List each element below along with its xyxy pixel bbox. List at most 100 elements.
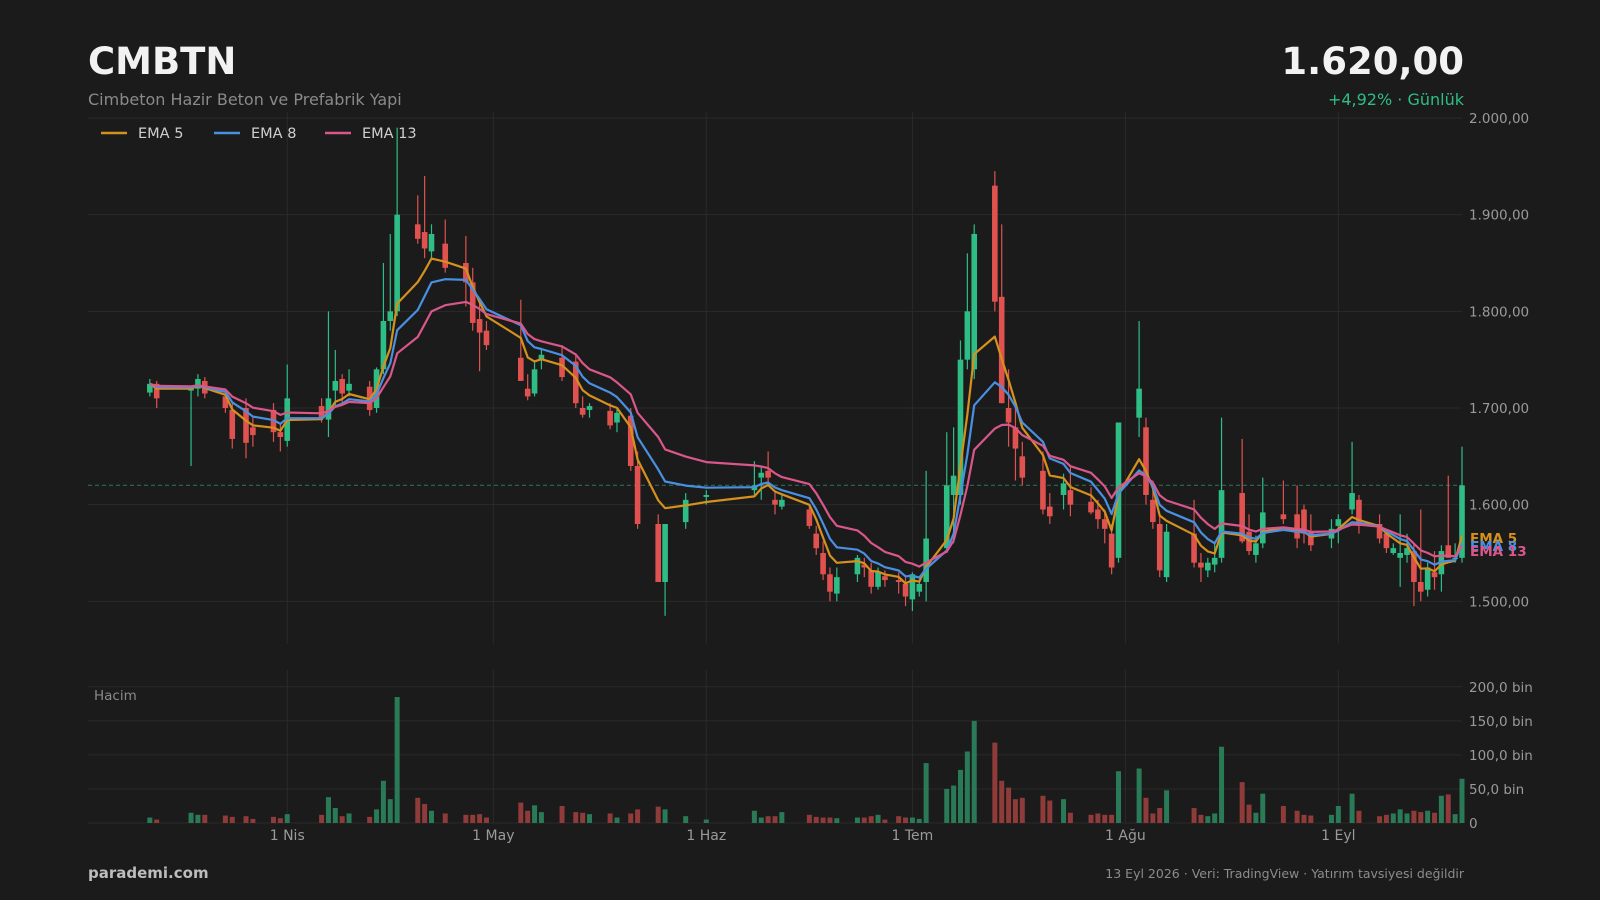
- volume-bar: [518, 802, 524, 823]
- ema-8-line: [149, 278, 1464, 579]
- candle-body: [662, 524, 668, 582]
- volume-bar: [628, 813, 634, 823]
- volume-bar: [422, 803, 428, 823]
- candle-body: [572, 361, 579, 404]
- candle-body: [1163, 531, 1170, 578]
- ema-8-end-label: EMA 8: [1470, 539, 1517, 555]
- volume-bar: [999, 780, 1005, 823]
- candle-body: [346, 383, 352, 391]
- candle-body: [531, 369, 538, 394]
- volume-bar: [325, 797, 331, 823]
- volume-bar: [277, 818, 283, 823]
- legend-item-ema-8: EMA 8: [214, 126, 296, 142]
- volume-bar: [1136, 768, 1142, 823]
- volume-bar: [1150, 813, 1156, 823]
- candle-body: [518, 357, 524, 381]
- last-price: 1.620,00: [1281, 40, 1464, 83]
- volume-bar: [772, 816, 778, 823]
- volume-bar: [1006, 787, 1012, 823]
- volume-bar: [1418, 812, 1424, 823]
- volume-bar: [1335, 805, 1341, 823]
- volume-bar: [964, 751, 970, 823]
- volume-bar: [1404, 813, 1410, 823]
- volume-bar: [854, 817, 860, 823]
- volume-bar: [703, 819, 709, 823]
- candle-body: [682, 499, 689, 523]
- candle-body: [1012, 427, 1019, 449]
- volume-bar: [1109, 814, 1115, 823]
- volume-bar: [896, 816, 902, 823]
- volume-bar: [1164, 790, 1170, 823]
- volume-bar: [1438, 795, 1444, 823]
- candle-body: [387, 311, 394, 321]
- volume-bar: [154, 819, 160, 823]
- candle-body: [923, 538, 929, 582]
- volume-bar: [992, 742, 998, 823]
- candle-body: [614, 412, 620, 423]
- candle-body: [153, 383, 160, 399]
- legend-item-ema-5: EMA 5: [101, 126, 183, 142]
- volume-bar: [1459, 778, 1465, 823]
- volume-bar: [387, 799, 393, 823]
- candle-body: [222, 396, 229, 408]
- candle-body: [483, 330, 490, 346]
- volume-bar: [635, 809, 641, 823]
- volume-bar: [1116, 771, 1121, 823]
- candle-body: [779, 499, 785, 507]
- candle-body: [950, 475, 957, 495]
- volume-bar: [827, 817, 833, 823]
- candle-body: [1335, 519, 1342, 526]
- candle-body: [559, 357, 565, 378]
- volume-bar: [957, 769, 963, 823]
- candle-body: [1280, 514, 1287, 520]
- candle-body: [820, 553, 826, 575]
- volume-bar: [1260, 793, 1266, 823]
- candle-body: [1191, 533, 1197, 563]
- ema-13-end-label: EMA 13: [1470, 544, 1527, 560]
- candle-body: [1143, 427, 1149, 495]
- candle-body: [195, 379, 201, 389]
- company-name: Cimbeton Hazir Beton ve Prefabrik Yapi: [88, 90, 402, 109]
- volume-bar: [222, 815, 228, 823]
- volume-bar: [270, 816, 276, 823]
- volume-bar: [1088, 814, 1094, 823]
- volume-bar: [1198, 814, 1204, 823]
- footer-info: 13 Eyl 2026 · Veri: TradingView · Yatırı…: [1105, 866, 1464, 881]
- volume-bar: [1445, 794, 1451, 823]
- volume-bar: [765, 816, 771, 823]
- volume-bar: [394, 697, 400, 823]
- volume-bar: [1040, 795, 1046, 823]
- candle-body: [1349, 493, 1355, 510]
- candle-body: [1253, 543, 1259, 555]
- volume-bar: [1246, 804, 1252, 823]
- candle-body: [277, 432, 284, 437]
- candle-body: [813, 533, 820, 549]
- volume-bar: [1205, 816, 1211, 823]
- volume-bar: [525, 810, 531, 823]
- candle-body: [607, 410, 613, 426]
- volume-bar: [415, 797, 421, 823]
- candle-body: [909, 574, 916, 600]
- volume-bar: [1390, 813, 1396, 823]
- volume-tick-label: 100,0 bin: [1469, 748, 1533, 764]
- candle-body: [834, 577, 840, 594]
- candle-body: [318, 406, 325, 418]
- volume-bar: [1019, 797, 1025, 823]
- volume-bar: [1452, 814, 1458, 823]
- volume-tick-label: 50,0 bin: [1469, 782, 1524, 798]
- volume-bar: [538, 812, 544, 823]
- candle-body: [339, 379, 345, 394]
- volume-bar: [1432, 812, 1438, 823]
- candle-body: [895, 580, 902, 582]
- candle-body: [1136, 388, 1142, 418]
- x-tick-label: 1 Nis: [270, 828, 305, 844]
- candle-body: [971, 234, 978, 370]
- volume-bar: [1067, 812, 1073, 823]
- volume-bar: [483, 817, 489, 823]
- volume-bar: [614, 817, 620, 823]
- volume-bar: [1095, 813, 1101, 823]
- volume-bar: [813, 816, 819, 823]
- candle-body: [1101, 519, 1108, 529]
- volume-bar: [1191, 808, 1197, 823]
